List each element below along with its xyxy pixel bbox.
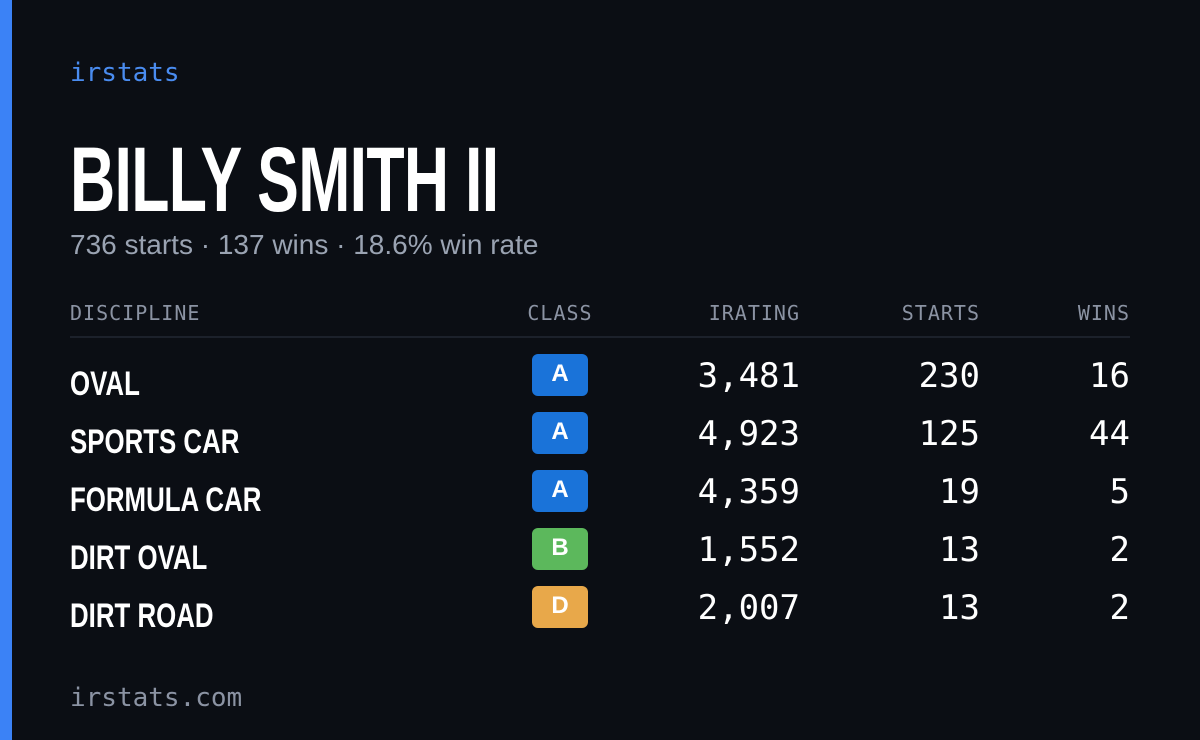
starts-value: 19 bbox=[939, 472, 980, 512]
class-badge: A bbox=[532, 354, 588, 396]
starts-value: 13 bbox=[939, 530, 980, 570]
column-header: DISCIPLINE bbox=[70, 301, 201, 325]
column-header: CLASS bbox=[527, 301, 593, 325]
starts-value: 230 bbox=[918, 356, 980, 396]
discipline: FORMULA CAR bbox=[70, 481, 262, 519]
irating-value: 4,359 bbox=[697, 472, 800, 512]
discipline: DIRT ROAD bbox=[70, 597, 214, 635]
title: BILLY SMITH II bbox=[70, 129, 499, 231]
starts-value: 125 bbox=[918, 414, 980, 454]
discipline: OVAL bbox=[70, 365, 140, 403]
class-badge: A bbox=[532, 470, 588, 512]
divider bbox=[70, 336, 1130, 338]
irating-value: 4,923 bbox=[697, 414, 800, 454]
irating-value: 3,481 bbox=[697, 356, 800, 396]
class-badge: A bbox=[532, 412, 588, 454]
column-header: IRATING bbox=[708, 301, 800, 325]
footer-url: irstats.com bbox=[70, 683, 243, 713]
column-header: WINS bbox=[1077, 301, 1130, 325]
discipline: DIRT OVAL bbox=[70, 539, 208, 577]
wins-value: 2 bbox=[1109, 530, 1130, 570]
brand: irstats bbox=[70, 58, 180, 88]
wins-value: 5 bbox=[1109, 472, 1130, 512]
wins-value: 16 bbox=[1089, 356, 1130, 396]
irating-value: 2,007 bbox=[697, 588, 800, 628]
discipline: SPORTS CAR bbox=[70, 423, 240, 461]
starts-value: 13 bbox=[939, 588, 980, 628]
class-badge: B bbox=[532, 528, 588, 570]
class-badge: D bbox=[532, 586, 588, 628]
irating-value: 1,552 bbox=[697, 530, 800, 570]
wins-value: 2 bbox=[1109, 588, 1130, 628]
accent-bar bbox=[0, 0, 12, 740]
column-header: STARTS bbox=[901, 301, 980, 325]
subtitle: 736 starts · 137 wins · 18.6% win rate bbox=[70, 229, 539, 260]
wins-value: 44 bbox=[1089, 414, 1130, 454]
